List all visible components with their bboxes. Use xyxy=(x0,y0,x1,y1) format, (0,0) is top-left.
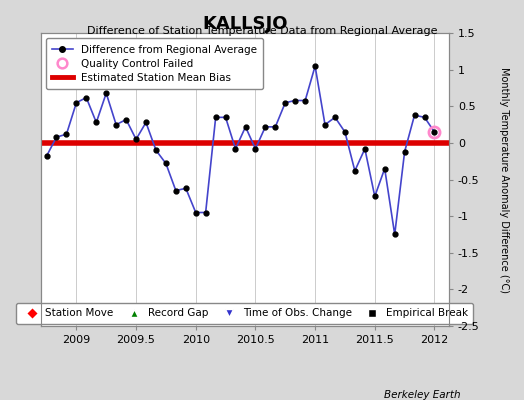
Title: KALLSJO: KALLSJO xyxy=(202,15,288,33)
Y-axis label: Monthly Temperature Anomaly Difference (°C): Monthly Temperature Anomaly Difference (… xyxy=(499,66,509,292)
Text: Difference of Station Temperature Data from Regional Average: Difference of Station Temperature Data f… xyxy=(87,26,437,36)
Legend: Station Move, Record Gap, Time of Obs. Change, Empirical Break: Station Move, Record Gap, Time of Obs. C… xyxy=(16,303,473,324)
Text: Berkeley Earth: Berkeley Earth xyxy=(385,390,461,400)
